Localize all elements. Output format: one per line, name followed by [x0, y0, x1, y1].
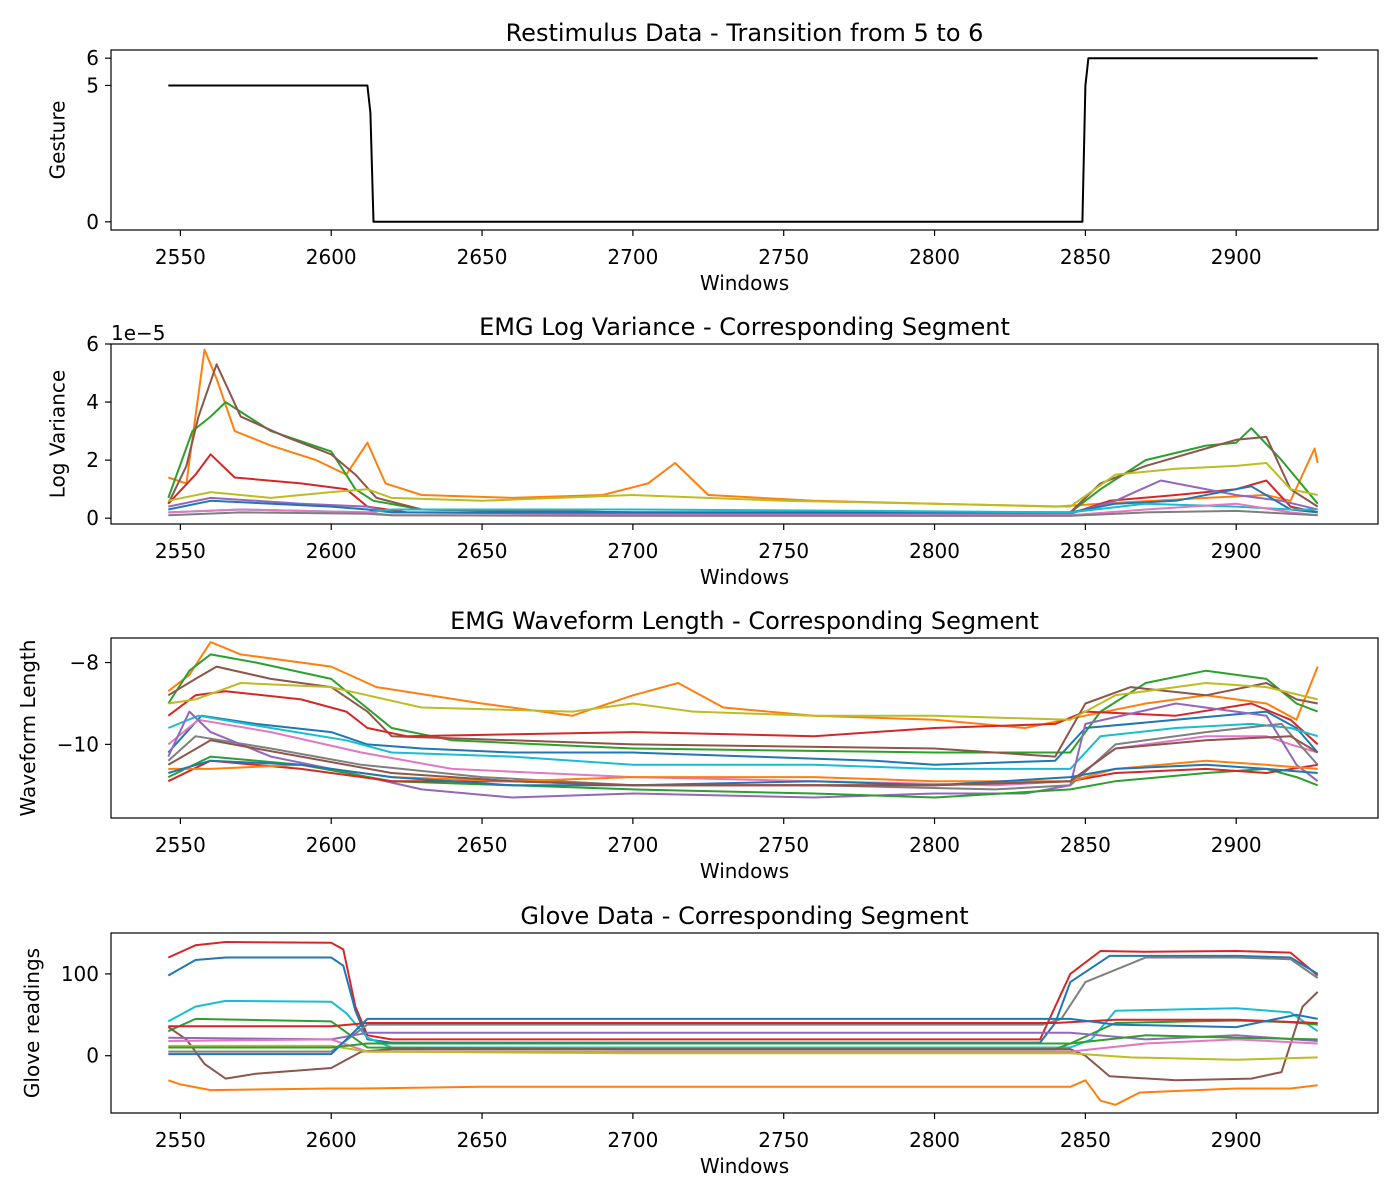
- x-tick-label: 2750: [758, 539, 809, 563]
- chart-title: EMG Waveform Length - Corresponding Segm…: [450, 607, 1039, 635]
- series-line-10: [168, 509, 1318, 517]
- x-axis-label: Windows: [700, 1154, 789, 1178]
- x-tick-label: 2900: [1211, 833, 1262, 857]
- x-tick-label: 2650: [457, 833, 508, 857]
- series-line-4: [167, 690, 1319, 746]
- x-tick-label: 2800: [909, 245, 960, 269]
- x-tick-label: 2900: [1211, 245, 1262, 269]
- series-line-3: [167, 665, 1318, 758]
- x-tick-label: 2550: [155, 539, 206, 563]
- series-line-2: [167, 401, 1319, 514]
- y-tick-label: 5: [86, 73, 99, 97]
- y-tick-label: 6: [86, 332, 99, 356]
- y-axis-label: Gesture: [45, 101, 69, 180]
- x-tick-label: 2650: [457, 539, 508, 563]
- axis-offset-text: 1e−5: [111, 321, 166, 345]
- chart-title: Glove Data - Corresponding Segment: [520, 902, 968, 930]
- subplot-1: 2550 2600 2650 2700 2750 2800 2850 2900 0 5 6 Resti…: [45, 19, 1379, 295]
- series-line-2: [167, 653, 1319, 754]
- series-line-9: [168, 1038, 1318, 1053]
- x-tick-label: 2850: [1060, 539, 1111, 563]
- x-axis-label: Windows: [700, 859, 789, 883]
- subplot-4: 2550 2600 2650 2700 2750 2800 2850 2900 0 100 Glov…: [20, 902, 1379, 1178]
- x-tick-label: 2850: [1060, 1128, 1111, 1152]
- series-line-1: [167, 641, 1319, 729]
- y-axis-label: Glove readings: [20, 948, 44, 1098]
- x-tick-label: 2700: [607, 245, 658, 269]
- series-group: [168, 57, 1318, 223]
- x-tick-label: 2850: [1060, 833, 1111, 857]
- x-tick-label: 2550: [155, 833, 206, 857]
- y-tick-label: 100: [61, 962, 99, 986]
- series-line-7: [167, 714, 1318, 770]
- series-line-8: [167, 718, 1318, 787]
- x-tick-label: 2600: [306, 833, 357, 857]
- x-tick-label: 2600: [306, 245, 357, 269]
- x-tick-label: 2550: [155, 1128, 206, 1152]
- series-line-5: [167, 991, 1319, 1082]
- series-line-7: [168, 485, 1318, 514]
- chart-title: Restimulus Data - Transition from 5 to 6: [506, 19, 984, 47]
- series-line-2: [167, 954, 1319, 1044]
- y-axis-label: Log Variance: [45, 370, 69, 498]
- y-tick-label: −10: [57, 732, 99, 756]
- plot-frame: [110, 932, 1379, 1114]
- x-axis-label: Windows: [700, 271, 789, 295]
- x-tick-label: 2600: [306, 539, 357, 563]
- series-line-13: [168, 1034, 1318, 1049]
- x-tick-label: 2750: [758, 245, 809, 269]
- plot-frame: [110, 49, 1379, 231]
- y-axis-label: Waveform Length: [16, 640, 40, 817]
- plot-frame: [110, 343, 1379, 525]
- y-tick-label: 0: [86, 1044, 99, 1068]
- series-line-5: [168, 462, 1318, 508]
- series-line-5: [168, 682, 1318, 721]
- x-tick-label: 2900: [1211, 539, 1262, 563]
- chart-title: EMG Log Variance - Corresponding Segment: [479, 313, 1010, 341]
- series-line-7: [168, 1018, 1318, 1028]
- x-tick-label: 2800: [909, 1128, 960, 1152]
- y-tick-label: 0: [86, 506, 99, 530]
- x-tick-label: 2800: [909, 833, 960, 857]
- series-line-1: [167, 348, 1319, 508]
- subplot-2: 2550 2600 2650 2700 2750 2800 2850 2900 0 2 4 6 EMG …: [45, 313, 1379, 589]
- series-line-1: [167, 941, 1319, 1041]
- x-tick-label: 2550: [155, 245, 206, 269]
- series-group: [167, 348, 1319, 517]
- x-tick-label: 2700: [607, 1128, 658, 1152]
- x-tick-label: 2650: [457, 245, 508, 269]
- y-tick-label: 4: [86, 390, 99, 414]
- series-line-1: [168, 57, 1318, 223]
- series-line-6: [167, 710, 1319, 766]
- series-line-3: [167, 363, 1319, 514]
- series-line-14: [168, 759, 1318, 787]
- x-tick-label: 2700: [607, 833, 658, 857]
- x-tick-label: 2750: [758, 1128, 809, 1152]
- x-tick-label: 2850: [1060, 245, 1111, 269]
- series-group: [167, 941, 1319, 1106]
- series-line-15: [167, 735, 1319, 787]
- y-tick-label: 0: [86, 210, 99, 234]
- subplot-3: 2550 2600 2650 2700 2750 2800 2850 2900 −8 −10 EMG…: [16, 607, 1379, 883]
- series-group: [167, 641, 1319, 799]
- y-tick-label: 6: [86, 46, 99, 70]
- series-line-11: [167, 1079, 1318, 1106]
- x-tick-label: 2900: [1211, 1128, 1262, 1152]
- x-tick-label: 2650: [457, 1128, 508, 1152]
- x-tick-label: 2800: [909, 539, 960, 563]
- x-tick-label: 2750: [758, 833, 809, 857]
- x-axis-label: Windows: [700, 565, 789, 589]
- x-tick-label: 2600: [306, 1128, 357, 1152]
- series-line-12: [168, 1013, 1318, 1056]
- plot-frame: [110, 637, 1379, 819]
- series-line-8: [168, 1031, 1318, 1042]
- series-line-6: [168, 479, 1318, 515]
- y-tick-label: −8: [70, 651, 99, 675]
- x-tick-label: 2700: [607, 539, 658, 563]
- y-tick-label: 2: [86, 448, 99, 472]
